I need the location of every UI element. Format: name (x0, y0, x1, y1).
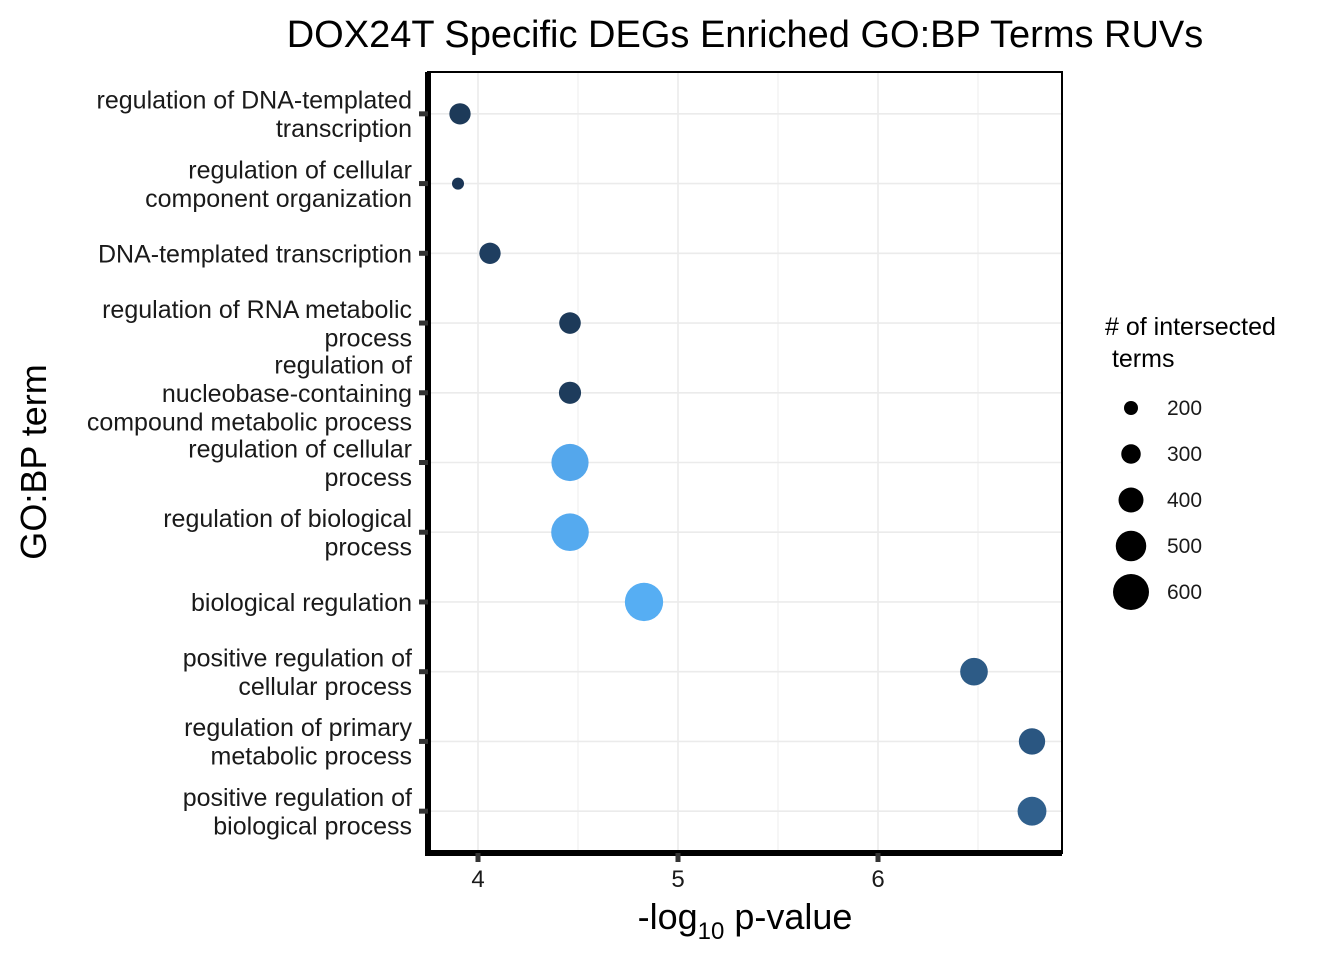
y-tick-label-line: metabolic process (211, 743, 412, 771)
data-point (449, 103, 471, 125)
legend-key-label: 200 (1167, 397, 1202, 420)
y-tick-label-line: process (324, 324, 412, 352)
y-tick-label-line: regulation of (274, 351, 412, 379)
legend-key-label: 500 (1167, 535, 1202, 558)
points-layer (449, 103, 1047, 826)
data-point (551, 513, 589, 552)
y-tick-label-line: biological process (213, 812, 412, 840)
data-point (558, 381, 582, 404)
y-tick-label-line: cellular process (238, 673, 412, 701)
y-tick-label: regulation of RNA metabolic process (102, 296, 412, 353)
x-axis-title-suffix: p-value (724, 896, 852, 937)
y-tick-label-line: regulation of cellular (188, 156, 412, 184)
legend-key-circle (1118, 487, 1144, 513)
y-tick-label: regulation of cellular component organiza… (145, 156, 412, 213)
size-legend: # of intersected terms 200 300 400 500 600 (1105, 313, 1283, 610)
legend-items: 200 300 400 500 600 (1113, 397, 1202, 610)
y-tick-label-line: regulation of DNA-templated (97, 87, 412, 115)
y-tick-label: positive regulation of cellular process (183, 644, 412, 701)
legend-key-circle (1113, 574, 1149, 610)
x-axis-title: -log10 p-value (638, 896, 853, 945)
legend-title-line-1: # of intersected (1105, 313, 1276, 341)
chart-title: DOX24T Specific DEGs Enriched GO:BP Term… (287, 14, 1204, 56)
y-tick-label-line: regulation of cellular (188, 435, 412, 463)
data-point (624, 582, 664, 622)
y-tick-label-line: positive regulation of (183, 644, 412, 672)
y-tick-label-line: component organization (145, 185, 412, 213)
y-tick-label-line: nucleobase-containing (162, 380, 412, 408)
legend-key-label: 600 (1167, 581, 1202, 604)
x-axis: 4 5 6 (425, 850, 1062, 893)
legend-key-label: 400 (1167, 489, 1202, 512)
y-tick-label-line: regulation of primary (184, 714, 412, 742)
x-axis-title-subscript: 10 (698, 918, 725, 945)
data-point (559, 312, 581, 334)
data-point (479, 242, 501, 264)
y-tick-label: biological regulation (191, 589, 412, 617)
y-tick-label: regulation of nucleobase-containing compou… (87, 351, 412, 436)
y-tick-label-line: transcription (276, 115, 412, 143)
y-tick-label-line: regulation of RNA metabolic (102, 296, 412, 324)
y-axis: regulation of DNA-templated transcription… (87, 72, 431, 856)
y-tick-label-line: process (324, 464, 412, 492)
y-tick-label: regulation of DNA-templated transcription (97, 87, 412, 143)
grid-layer (428, 72, 1062, 853)
x-tick-label: 6 (871, 866, 884, 893)
y-tick-label-line: positive regulation of (183, 784, 412, 812)
y-tick-label: regulation of cellular process (188, 435, 412, 492)
y-tick-label: DNA-templated transcription (98, 240, 412, 268)
legend-key-circle (1115, 530, 1147, 562)
x-tick-label: 4 (471, 866, 484, 893)
data-point (551, 443, 589, 482)
y-tick-label: regulation of primary metabolic process (184, 714, 412, 771)
legend-key-circle (1121, 444, 1141, 464)
y-tick-label-line: DNA-templated transcription (98, 240, 412, 268)
data-point (960, 657, 988, 686)
y-tick-label: positive regulation of biological process (183, 784, 412, 841)
legend-title: # of intersected terms (1105, 313, 1283, 373)
y-tick-label: regulation of biological process (163, 505, 412, 562)
legend-title-line-2: terms (1105, 345, 1174, 373)
y-tick-label-line: process (324, 533, 412, 561)
x-axis-title-prefix: -log (638, 896, 698, 937)
y-axis-title: GO:BP term (13, 364, 54, 559)
legend-key-circle (1124, 401, 1138, 415)
y-tick-label-line: biological regulation (191, 589, 412, 617)
x-tick-label: 5 (671, 866, 684, 893)
data-point (1017, 796, 1047, 826)
legend-key-label: 300 (1167, 443, 1202, 466)
data-point (452, 177, 464, 190)
y-tick-label-line: regulation of biological (163, 505, 412, 533)
data-point (1018, 728, 1046, 755)
y-tick-label-line: compound metabolic process (87, 408, 412, 436)
